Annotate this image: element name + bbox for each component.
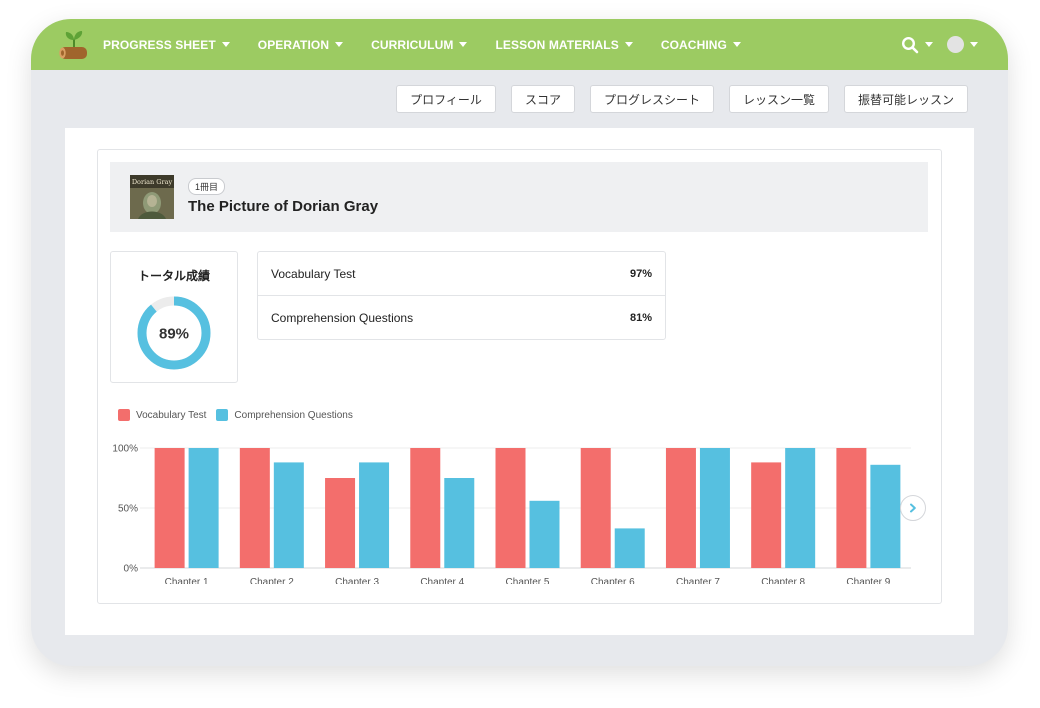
chapter-scores-bar-chart: 100% 50% 0% Chapter 1 Chapter 2 Chapter 3 Chap… — [112, 444, 911, 584]
x-tick-label: Chapter 4 — [420, 577, 464, 584]
bar-vocabulary[interactable] — [154, 448, 185, 568]
legend-item-vocabulary[interactable]: Vocabulary Test — [118, 409, 206, 421]
chevron-down-icon — [335, 42, 344, 47]
x-tick-label: Chapter 7 — [676, 577, 720, 584]
total-score-donut: 89% — [137, 296, 211, 370]
bar-vocabulary[interactable] — [410, 448, 441, 568]
x-tick-label: Chapter 3 — [335, 577, 379, 584]
bar-vocabulary[interactable] — [239, 448, 270, 568]
nav-item-label: LESSON MATERIALS — [495, 37, 619, 52]
chevron-down-icon — [624, 42, 633, 47]
score-button[interactable]: スコア — [510, 85, 575, 113]
score-value: 97% — [629, 267, 652, 280]
book-header: Dorian Gray 1冊目 The Picture of Dorian Gr… — [110, 162, 928, 232]
profile-button[interactable]: プロフィール — [396, 85, 496, 113]
y-tick-label: 100% — [112, 444, 138, 455]
chevron-down-icon — [459, 42, 468, 47]
nav-item-label: PROGRESS SHEET — [103, 37, 216, 52]
bar-comprehension[interactable] — [444, 478, 475, 568]
donut-progress-arc — [137, 296, 211, 370]
bar-comprehension[interactable] — [529, 500, 560, 568]
legend-label: Vocabulary Test — [136, 409, 207, 421]
progress-sheet-button[interactable]: プログレスシート — [589, 85, 714, 113]
score-breakdown-table: Vocabulary Test 97% Comprehension Questi… — [257, 251, 666, 340]
nav-operation[interactable]: OPERATION — [257, 37, 344, 52]
avatar — [947, 36, 964, 53]
nav-item-label: COACHING — [660, 37, 727, 52]
legend-item-comprehension[interactable]: Comprehension Questions — [216, 409, 353, 421]
bar-comprehension[interactable] — [614, 528, 645, 568]
bar-comprehension[interactable] — [785, 448, 816, 568]
legend-label: Comprehension Questions — [234, 409, 353, 421]
score-row-comprehension: Comprehension Questions 81% — [258, 295, 665, 339]
bar-comprehension[interactable] — [273, 462, 304, 568]
nav-coaching[interactable]: COACHING — [661, 38, 741, 52]
search-menu-button[interactable] — [901, 36, 933, 54]
score-row-vocabulary: Vocabulary Test 97% — [258, 252, 665, 295]
bar-comprehension[interactable] — [870, 464, 901, 568]
legend-swatch — [216, 409, 229, 421]
y-tick-label: 0% — [124, 564, 139, 575]
x-tick-label: Chapter 5 — [506, 577, 550, 584]
total-score-value: 89% — [159, 326, 189, 343]
score-name: Vocabulary Test — [271, 266, 356, 281]
nav-item-label: CURRICULUM — [371, 37, 454, 52]
y-tick-label: 50% — [118, 504, 138, 515]
book-cover: Dorian Gray — [130, 175, 174, 219]
device-frame: PROGRESS SHEET OPERATION CURRICULUM LESS… — [31, 19, 1008, 666]
user-menu-button[interactable] — [947, 36, 978, 53]
nav-lesson-materials[interactable]: LESSON MATERIALS — [495, 37, 633, 52]
bar-comprehension[interactable] — [699, 448, 730, 568]
bar-vocabulary[interactable] — [751, 462, 782, 568]
cover-title-text: Dorian Gray — [132, 178, 173, 186]
x-tick-label: Chapter 1 — [165, 577, 209, 584]
top-navigation-bar: PROGRESS SHEET OPERATION CURRICULUM LESS… — [31, 19, 1008, 70]
score-value: 81% — [629, 311, 652, 324]
legend-swatch — [118, 409, 130, 421]
total-score-panel: トータル成績 89% — [110, 251, 238, 383]
chevron-down-icon — [925, 42, 933, 47]
volume-badge: 1冊目 — [188, 178, 226, 195]
bar-vocabulary[interactable] — [495, 448, 526, 568]
bar-comprehension[interactable] — [188, 448, 219, 568]
book-title: The Picture of Dorian Gray — [188, 198, 379, 215]
main-nav: PROGRESS SHEET OPERATION CURRICULUM LESS… — [103, 19, 741, 70]
search-icon — [901, 36, 919, 53]
chevron-down-icon — [221, 42, 230, 47]
chart-legend: Vocabulary Test Comprehension Questions — [118, 409, 353, 421]
nav-curriculum[interactable]: CURRICULUM — [371, 37, 468, 52]
chevron-down-icon — [970, 42, 978, 47]
bar-comprehension[interactable] — [359, 462, 390, 568]
chevron-down-icon — [732, 42, 741, 47]
makeup-lessons-button[interactable]: 振替可能レッスン — [843, 85, 968, 113]
bar-vocabulary[interactable] — [325, 478, 356, 568]
chevron-right-icon — [910, 503, 916, 513]
nav-progress-sheet[interactable]: PROGRESS SHEET — [103, 38, 230, 52]
book-cover-image: Dorian Gray — [130, 175, 174, 219]
score-name: Comprehension Questions — [271, 310, 414, 325]
x-tick-label: Chapter 9 — [846, 577, 890, 584]
total-score-label: トータル成績 — [137, 269, 210, 283]
sub-navigation: プロフィール スコア プログレスシート レッスン一覧 振替可能レッスン — [396, 85, 968, 113]
nav-item-label: OPERATION — [257, 37, 330, 52]
x-tick-label: Chapter 8 — [761, 577, 805, 584]
sprout-logo-icon[interactable] — [57, 29, 91, 63]
bar-vocabulary[interactable] — [836, 448, 867, 568]
x-tick-label: Chapter 6 — [591, 577, 635, 584]
main-content: Dorian Gray 1冊目 The Picture of Dorian Gr… — [65, 128, 974, 635]
header-tools — [901, 19, 978, 70]
chart-next-button[interactable] — [900, 495, 926, 521]
bar-vocabulary[interactable] — [665, 448, 696, 568]
lesson-list-button[interactable]: レッスン一覧 — [728, 85, 829, 113]
book-progress-card: Dorian Gray 1冊目 The Picture of Dorian Gr… — [97, 149, 942, 604]
x-tick-label: Chapter 2 — [250, 577, 294, 584]
bar-vocabulary[interactable] — [580, 448, 611, 568]
